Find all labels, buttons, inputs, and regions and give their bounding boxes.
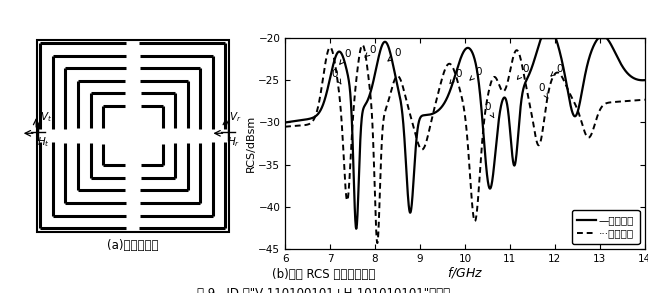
Text: $H_r$: $H_r$ (227, 136, 240, 149)
X-axis label: $f$/GHz: $f$/GHz (446, 265, 483, 280)
Text: 0: 0 (470, 67, 481, 80)
Text: 图 9   ID 为"V-110100101+H-101010101"的标签: 图 9 ID 为"V-110100101+H-101010101"的标签 (198, 287, 450, 293)
Text: 0: 0 (484, 102, 494, 118)
Legend: —垂直极化, ···水平极化: —垂直极化, ···水平极化 (572, 210, 640, 244)
Text: (b)标签 RCS 幅频特性仿真: (b)标签 RCS 幅频特性仿真 (272, 268, 376, 281)
Text: 0: 0 (365, 45, 376, 57)
Text: (a)结构示意图: (a)结构示意图 (107, 239, 159, 252)
Text: 0: 0 (388, 48, 400, 61)
Text: $V_t$: $V_t$ (40, 110, 52, 124)
Text: 0: 0 (450, 69, 461, 84)
Text: 0: 0 (340, 49, 351, 64)
Text: $H_t$: $H_t$ (37, 136, 50, 149)
Text: $V_r$: $V_r$ (229, 110, 242, 124)
Text: 0: 0 (538, 83, 548, 98)
Text: 0: 0 (331, 69, 341, 84)
Text: 0: 0 (551, 64, 562, 76)
Bar (37, 40, 229, 231)
Y-axis label: RCS/dBsm: RCS/dBsm (246, 115, 255, 172)
Text: 0: 0 (517, 64, 529, 79)
